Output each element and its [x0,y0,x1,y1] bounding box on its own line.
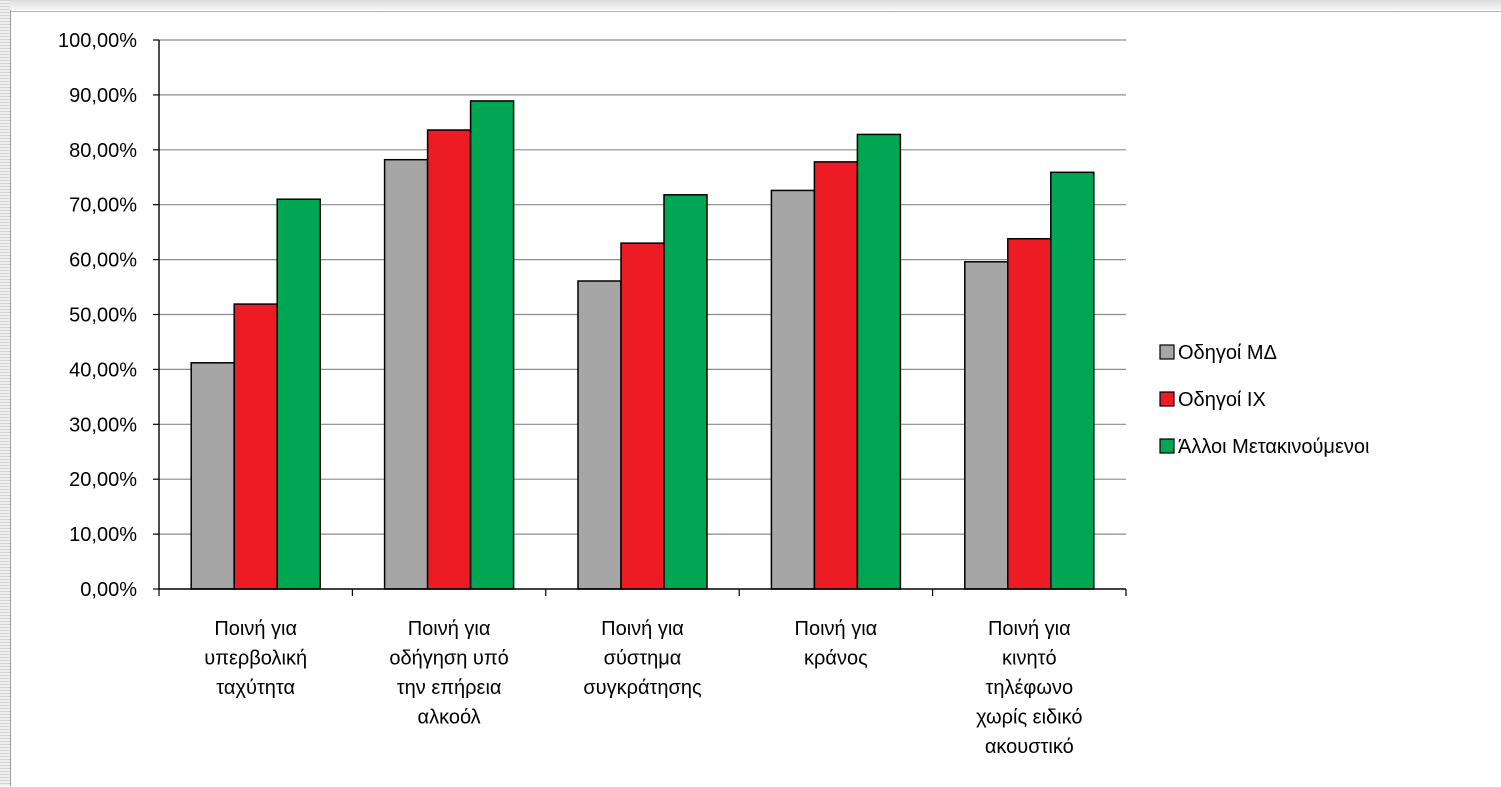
bar [620,242,665,590]
x-category-label: σύστημα [604,648,682,670]
window-frame-top [10,0,1501,10]
x-category-label: αλκοόλ [418,707,481,729]
x-category-label: υπερβολική [204,648,307,670]
x-category-label: Ποινή για [214,618,297,640]
bar [233,303,278,590]
y-tick-label: 70,00% [69,195,137,217]
legend-swatch [1159,344,1175,360]
bar [426,129,472,590]
legend-label: Άλλοι Μετακινούμενοι [1178,436,1369,458]
bar [577,280,622,590]
bar [663,194,708,590]
x-category-label: τηλέφωνο [985,677,1073,699]
x-category-label: κινητό [1002,648,1057,670]
y-tick-label: 60,00% [69,250,137,272]
bar [190,362,235,590]
y-tick-label: 80,00% [69,140,137,162]
y-tick-label: 0,00% [80,579,137,601]
bar [383,158,429,590]
bar [856,133,902,590]
legend: Οδηγοί ΜΔ Οδηγοί ΙΧ Άλλοι Μετακινούμενοι [1159,342,1369,458]
bar [770,189,816,590]
x-category-label: οδήγηση υπό [389,648,508,670]
x-category-label: χωρίς ειδικό [976,707,1082,729]
bar [1050,171,1095,590]
x-category-label: συγκράτησης [583,677,702,699]
y-tick-label: 50,00% [69,305,137,327]
x-category-labels: Ποινή για υπερβολική ταχύτητα Ποινή για οδήγ… [204,618,1082,758]
y-tick-label: 90,00% [69,85,137,107]
x-category-label: κράνος [804,648,868,670]
legend-swatch [1159,438,1175,454]
x-category-label: Ποινή για [601,618,684,640]
legend-label: Οδηγοί ΜΔ [1178,342,1277,364]
x-category-label: ταχύτητα [216,677,295,699]
bars [190,100,1095,590]
bar [1007,237,1052,590]
bar [469,100,515,590]
axes [153,39,1127,596]
y-tick-label: 30,00% [69,414,137,436]
legend-swatch [1159,391,1175,407]
x-category-label: Ποινή για [408,618,491,640]
y-tick-label: 100,00% [58,30,137,52]
window-frame-left [0,0,11,786]
bar [813,161,859,590]
bar [964,261,1009,590]
y-tick-label: 40,00% [69,359,137,381]
y-tick-labels: 0,00% 10,00% 20,00% 30,00% 40,00% 50,00% 60,00… [58,30,137,601]
x-category-label: την επήρεια [397,677,502,699]
y-tick-label: 20,00% [69,469,137,491]
bar [276,198,321,590]
legend-label: Οδηγοί ΙΧ [1178,389,1266,411]
x-category-label: Ποινή για [795,618,878,640]
y-tick-label: 10,00% [69,524,137,546]
x-category-label: Ποινή για [988,618,1071,640]
x-category-label: ακουστικό [985,736,1074,758]
